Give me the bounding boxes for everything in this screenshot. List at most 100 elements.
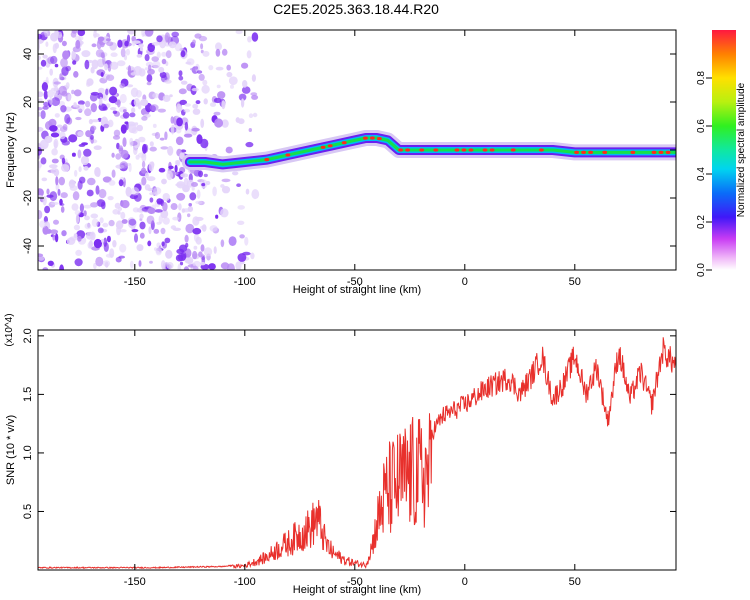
ridge-peak <box>574 150 579 154</box>
noise-speckle <box>162 193 170 201</box>
noise-speckle <box>240 98 245 108</box>
noise-speckle <box>228 236 237 247</box>
noise-speckle <box>215 42 222 51</box>
noise-speckle <box>184 103 191 107</box>
ridge-peak <box>602 150 608 154</box>
noise-speckle <box>51 158 59 164</box>
noise-speckle <box>91 59 99 70</box>
noise-speckle <box>200 225 207 230</box>
noise-speckle <box>106 38 111 42</box>
noise-speckle <box>93 145 102 150</box>
noise-speckle <box>38 126 44 132</box>
noise-speckle <box>126 34 131 44</box>
noise-speckle <box>139 232 145 239</box>
noise-speckle <box>126 84 134 88</box>
noise-speckle <box>47 260 54 266</box>
noise-speckle <box>160 146 169 150</box>
colorbar: 0.0 0.2 0.4 0.6 0.8 Normalized spectral ampl… <box>696 30 747 277</box>
noise-speckle <box>180 50 186 58</box>
noise-speckle <box>96 39 102 50</box>
noise-speckle <box>60 105 67 113</box>
noise-speckle <box>200 138 209 149</box>
y-tick-label: 1.5 <box>22 387 34 402</box>
noise-speckle <box>139 213 144 219</box>
x-tick-label: -100 <box>234 276 256 288</box>
noise-speckle <box>90 103 98 113</box>
noise-speckle <box>247 36 252 43</box>
noise-speckle <box>186 58 195 66</box>
noise-speckle <box>127 65 132 75</box>
noise-speckle <box>172 216 180 221</box>
noise-speckle <box>200 263 210 270</box>
noise-speckle <box>140 99 149 106</box>
noise-speckles <box>38 30 260 270</box>
noise-speckle <box>202 79 208 86</box>
noise-speckle <box>157 201 163 205</box>
noise-speckle <box>60 57 68 68</box>
noise-speckle <box>200 43 204 50</box>
snr-panel: -150 -100 -50 0 50 0.5 1.0 1.5 2.0 Height of str… <box>4 313 677 596</box>
x-tick-label: -150 <box>124 276 146 288</box>
noise-speckle <box>77 180 83 190</box>
noise-speckle <box>95 256 104 267</box>
noise-speckle <box>118 255 125 259</box>
noise-speckle <box>42 105 49 110</box>
noise-speckle <box>97 36 105 42</box>
noise-speckle <box>164 237 171 244</box>
noise-speckle <box>250 252 255 260</box>
noise-speckle <box>209 225 218 232</box>
noise-speckle <box>132 207 140 213</box>
noise-speckle <box>149 192 156 196</box>
colorbar-label: Normalized spectral amplitude <box>736 82 747 217</box>
noise-speckle <box>116 60 126 67</box>
figure-title: C2E5.2025.363.18.44.R20 <box>273 1 439 17</box>
y-tick-label: 40 <box>22 48 34 60</box>
noise-speckle <box>152 123 157 128</box>
noise-speckle <box>191 186 195 191</box>
noise-speckle <box>238 93 247 102</box>
snr-xlabel: Height of straight line (km) <box>293 584 421 596</box>
noise-speckle <box>147 207 156 214</box>
noise-speckle <box>149 141 154 147</box>
noise-speckle <box>42 30 49 33</box>
noise-speckle <box>50 132 60 138</box>
noise-speckle <box>59 73 63 80</box>
noise-speckle <box>220 239 225 248</box>
noise-speckle <box>38 195 43 199</box>
noise-speckle <box>213 111 221 116</box>
noise-speckle <box>185 242 189 248</box>
noise-speckle <box>153 228 160 234</box>
ridge-peak <box>658 150 664 154</box>
noise-speckle <box>208 65 214 71</box>
noise-speckle <box>239 234 245 239</box>
snr-axes: -150 -100 -50 0 50 0.5 1.0 1.5 2.0 <box>22 328 676 588</box>
noise-speckle <box>120 200 130 209</box>
noise-speckle <box>174 164 178 173</box>
noise-speckle <box>154 191 158 197</box>
x-tick-label: -100 <box>234 576 256 588</box>
noise-speckle <box>129 260 134 269</box>
ridge-peak <box>377 137 382 141</box>
noise-speckle <box>152 60 161 69</box>
noise-speckle <box>39 220 47 228</box>
noise-speckle <box>175 183 184 187</box>
noise-speckle <box>156 221 162 225</box>
noise-speckle <box>195 236 202 245</box>
noise-speckle <box>85 100 91 108</box>
noise-speckle <box>121 219 128 224</box>
noise-speckle <box>68 179 76 189</box>
noise-speckle <box>56 31 63 39</box>
noise-speckle <box>214 118 224 128</box>
noise-speckle <box>81 142 88 146</box>
noise-speckle <box>112 209 120 215</box>
noise-speckle <box>138 136 146 143</box>
noise-speckle <box>158 66 165 73</box>
noise-speckle <box>44 135 53 144</box>
noise-speckle <box>71 50 76 60</box>
noise-speckle <box>217 91 226 99</box>
noise-speckle <box>90 213 99 219</box>
noise-speckle <box>184 234 189 243</box>
noise-speckle <box>195 100 201 105</box>
noise-speckle <box>246 50 252 59</box>
noise-speckle <box>139 47 144 52</box>
